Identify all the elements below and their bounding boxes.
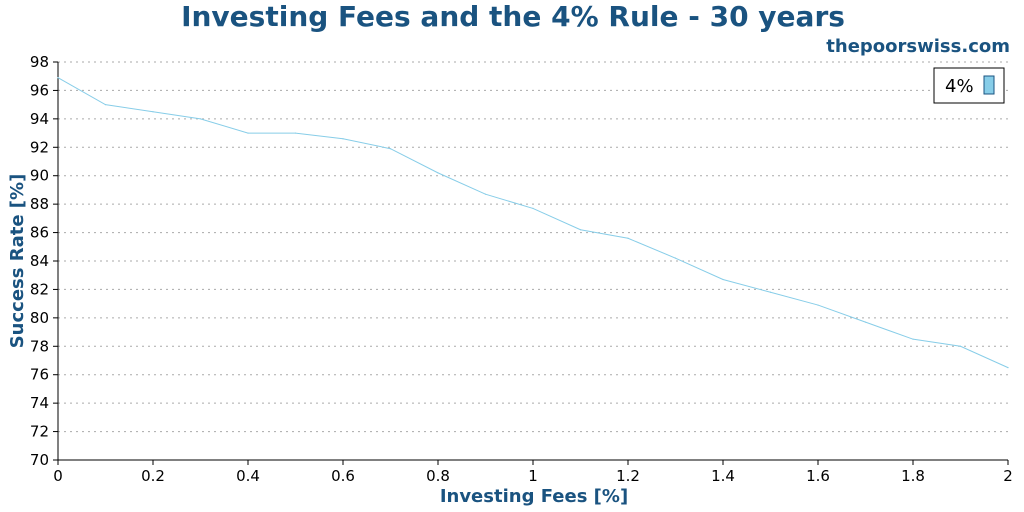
x-tick-label: 0.6 bbox=[331, 467, 355, 485]
x-tick-label: 1 bbox=[528, 467, 538, 485]
y-tick-label: 94 bbox=[30, 110, 49, 128]
data-point bbox=[389, 148, 392, 150]
y-tick-label: 86 bbox=[30, 224, 49, 242]
legend: 4% bbox=[933, 67, 1005, 104]
x-tick-label: 1.2 bbox=[616, 467, 640, 485]
data-point bbox=[579, 229, 582, 231]
data-point bbox=[342, 138, 344, 140]
data-point bbox=[1007, 367, 1009, 369]
y-tick-label: 88 bbox=[30, 195, 49, 213]
data-point bbox=[484, 193, 487, 195]
series-line bbox=[57, 77, 1009, 369]
data-point bbox=[152, 111, 154, 113]
data-point bbox=[57, 77, 59, 79]
data-point bbox=[627, 237, 629, 239]
x-tick-label: 2 bbox=[1003, 467, 1013, 485]
x-tick-label: 0.2 bbox=[141, 467, 165, 485]
y-tick-label: 96 bbox=[30, 81, 49, 99]
y-tick-label: 72 bbox=[30, 423, 49, 441]
x-tick-label: 0.4 bbox=[236, 467, 260, 485]
y-tick-label: 82 bbox=[30, 280, 49, 298]
y-tick-label: 70 bbox=[30, 451, 49, 469]
y-tick-label: 76 bbox=[30, 366, 49, 384]
x-tick-label: 0 bbox=[53, 467, 63, 485]
y-tick-label: 90 bbox=[30, 167, 49, 185]
x-tick-label: 0.8 bbox=[426, 467, 450, 485]
grid bbox=[58, 61, 1008, 433]
data-point bbox=[912, 338, 914, 340]
chart-title: Investing Fees and the 4% Rule - 30 year… bbox=[181, 0, 845, 33]
data-point bbox=[294, 132, 297, 134]
data-point bbox=[864, 321, 867, 323]
data-point bbox=[437, 172, 439, 174]
y-axis-ticks: 70 72 74 76 78 80 82 84 86 88 90 92 94 96 98 bbox=[30, 53, 58, 469]
x-tick-label: 1.4 bbox=[711, 467, 735, 485]
legend-label: 4% bbox=[945, 76, 974, 97]
y-tick-label: 92 bbox=[30, 138, 49, 156]
data-point bbox=[532, 207, 534, 210]
data-point bbox=[199, 118, 202, 120]
data-point bbox=[674, 257, 677, 259]
x-tick-label: 1.6 bbox=[806, 467, 830, 485]
legend-swatch bbox=[983, 75, 995, 95]
y-tick-label: 84 bbox=[30, 252, 49, 270]
y-tick-label: 74 bbox=[30, 394, 49, 412]
data-point bbox=[247, 132, 249, 134]
y-tick-label: 78 bbox=[30, 337, 49, 355]
data-point bbox=[817, 304, 819, 306]
data-point bbox=[722, 278, 724, 281]
y-tick-label: 80 bbox=[30, 309, 49, 327]
data-point bbox=[959, 345, 962, 347]
y-axis-title: Success Rate [%] bbox=[7, 174, 28, 349]
x-axis-ticks: 0 0.2 0.4 0.6 0.8 1 1.2 1.4 1.6 1.8 2 bbox=[53, 460, 1013, 485]
series bbox=[57, 77, 1009, 369]
x-tick-label: 1.8 bbox=[901, 467, 925, 485]
y-tick-label: 98 bbox=[30, 53, 49, 71]
data-point bbox=[769, 291, 772, 293]
data-point bbox=[104, 104, 107, 106]
x-axis-title: Investing Fees [%] bbox=[440, 486, 628, 507]
watermark: thepoorswiss.com bbox=[826, 36, 1010, 57]
